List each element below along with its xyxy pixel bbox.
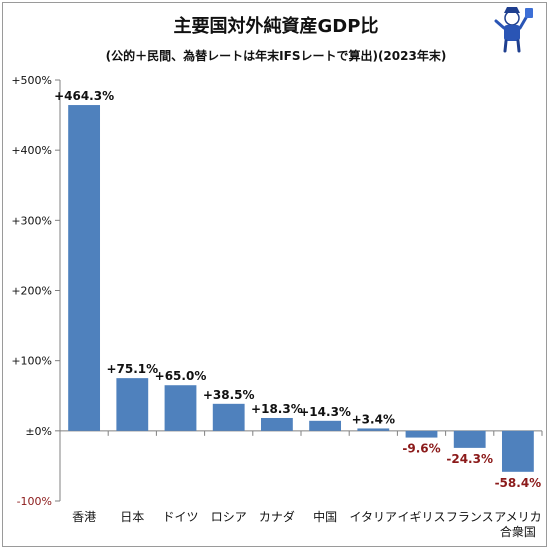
y-tick-label: ±0% xyxy=(25,425,52,438)
category-label: カナダ xyxy=(259,509,295,524)
category-label: イタリア xyxy=(350,510,398,524)
category-label: 香港 xyxy=(72,510,96,524)
y-tick-label: +500% xyxy=(11,74,52,87)
data-label: +75.1% xyxy=(106,362,158,376)
category-label: アメリカ xyxy=(494,510,541,524)
bar xyxy=(357,428,390,431)
data-label: +38.5% xyxy=(203,388,255,402)
data-label: -9.6% xyxy=(402,442,440,456)
data-label: +3.4% xyxy=(352,412,395,426)
y-tick-label: +400% xyxy=(11,144,52,157)
y-tick-label: +100% xyxy=(11,355,52,368)
bar xyxy=(453,430,486,448)
y-tick-label: -100% xyxy=(17,495,52,508)
data-label: +14.3% xyxy=(299,405,351,419)
category-label: ドイツ xyxy=(162,510,198,524)
data-label: +18.3% xyxy=(251,402,303,416)
data-label: +65.0% xyxy=(155,369,207,383)
bar xyxy=(68,105,101,431)
data-label: -58.4% xyxy=(495,476,542,490)
bar xyxy=(260,417,293,431)
y-tick-label: +200% xyxy=(11,285,52,298)
category-label: ロシア xyxy=(211,510,247,524)
chart-subtitle: (公的＋民間、為替レートは年末IFSレートで算出)(2023年末) xyxy=(106,48,447,63)
bar xyxy=(309,420,342,431)
bar xyxy=(501,430,534,472)
data-label: -24.3% xyxy=(446,452,493,466)
bar xyxy=(212,403,245,431)
data-label: +464.3% xyxy=(54,89,114,103)
bar xyxy=(164,385,197,431)
category-label: イギリス xyxy=(397,510,445,524)
chart-title: 主要国対外純資産GDP比 xyxy=(174,15,379,37)
category-label: 中国 xyxy=(313,509,337,524)
category-label: フランス xyxy=(446,510,494,524)
mascot-character-icon xyxy=(494,7,533,53)
y-tick-label: +300% xyxy=(11,214,52,227)
bar xyxy=(405,430,438,438)
category-label: 合衆国 xyxy=(500,524,536,539)
bar xyxy=(116,378,149,431)
category-label: 日本 xyxy=(120,510,144,524)
